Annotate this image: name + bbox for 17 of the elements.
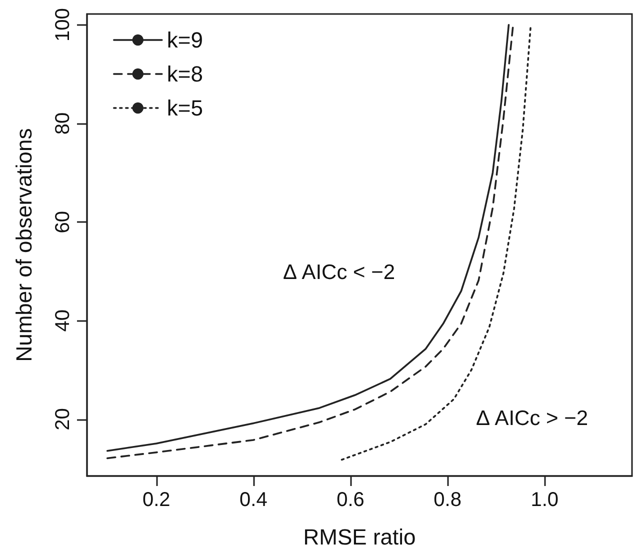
y-tick-label: 60 bbox=[52, 210, 74, 234]
y-tick-label: 80 bbox=[52, 112, 74, 135]
legend-label: k=5 bbox=[166, 96, 203, 120]
y-tick-label: 40 bbox=[52, 310, 74, 332]
x-tick-label: 0.6 bbox=[336, 489, 364, 511]
legend-label: k=9 bbox=[166, 28, 203, 52]
legend-label: k=8 bbox=[166, 62, 203, 86]
x-tick-label: 0.4 bbox=[240, 489, 268, 511]
x-tick-label: 1.0 bbox=[530, 489, 559, 511]
annotation: Δ AICc < −2 bbox=[283, 261, 396, 284]
y-tick-label: 100 bbox=[52, 8, 74, 42]
x-tick-label: 0.2 bbox=[142, 489, 170, 511]
y-tick-label: 20 bbox=[52, 408, 74, 430]
y-axis-title: Number of observations bbox=[12, 128, 36, 362]
x-tick-label: 0.8 bbox=[434, 489, 462, 511]
annotation: Δ AICc > −2 bbox=[476, 407, 588, 430]
x-axis-title: RMSE ratio bbox=[303, 524, 416, 550]
